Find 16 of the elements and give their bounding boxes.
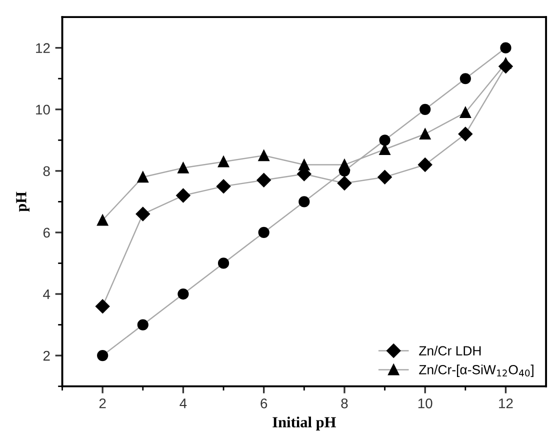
legend-label: Zn/Cr LDH — [419, 346, 481, 356]
y-axis-title: pH — [16, 192, 30, 212]
y-tick-label: 10 — [36, 104, 50, 115]
y-tick-label: 8 — [43, 166, 50, 176]
y-tick-label: 2 — [43, 350, 50, 361]
x-tick-label: 8 — [341, 398, 348, 408]
x-tick-label: 4 — [180, 398, 187, 408]
y-tick-label: 12 — [36, 43, 50, 53]
x-axis-title: Initial pH — [272, 416, 336, 430]
x-tick-label: 10 — [418, 398, 432, 408]
y-tick-label: 6 — [43, 228, 50, 238]
x-tick-label: 12 — [499, 398, 513, 408]
legend-label: Zn/Cr-[α-SiW$_{12}$O$_{40}$] — [419, 364, 534, 377]
x-tick-label: 2 — [99, 398, 106, 408]
x-tick-label: 6 — [260, 398, 268, 408]
y-tick-label: 4 — [43, 289, 50, 300]
